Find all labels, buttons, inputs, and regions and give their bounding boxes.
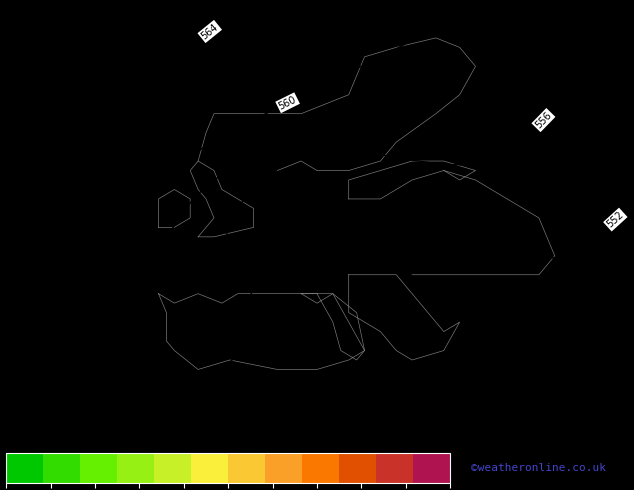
Text: Height 500 hPa Spread mean+σ [gpdm] ECMWF   Mo 27-05-2024 12:00 UTC (12+24): Height 500 hPa Spread mean+σ [gpdm] ECMW… — [6, 430, 541, 443]
Text: 564: 564 — [200, 22, 220, 41]
Text: ©weatheronline.co.uk: ©weatheronline.co.uk — [472, 463, 606, 473]
Text: 556: 556 — [533, 110, 553, 130]
Text: 552: 552 — [605, 210, 626, 230]
Text: 560: 560 — [277, 94, 298, 111]
